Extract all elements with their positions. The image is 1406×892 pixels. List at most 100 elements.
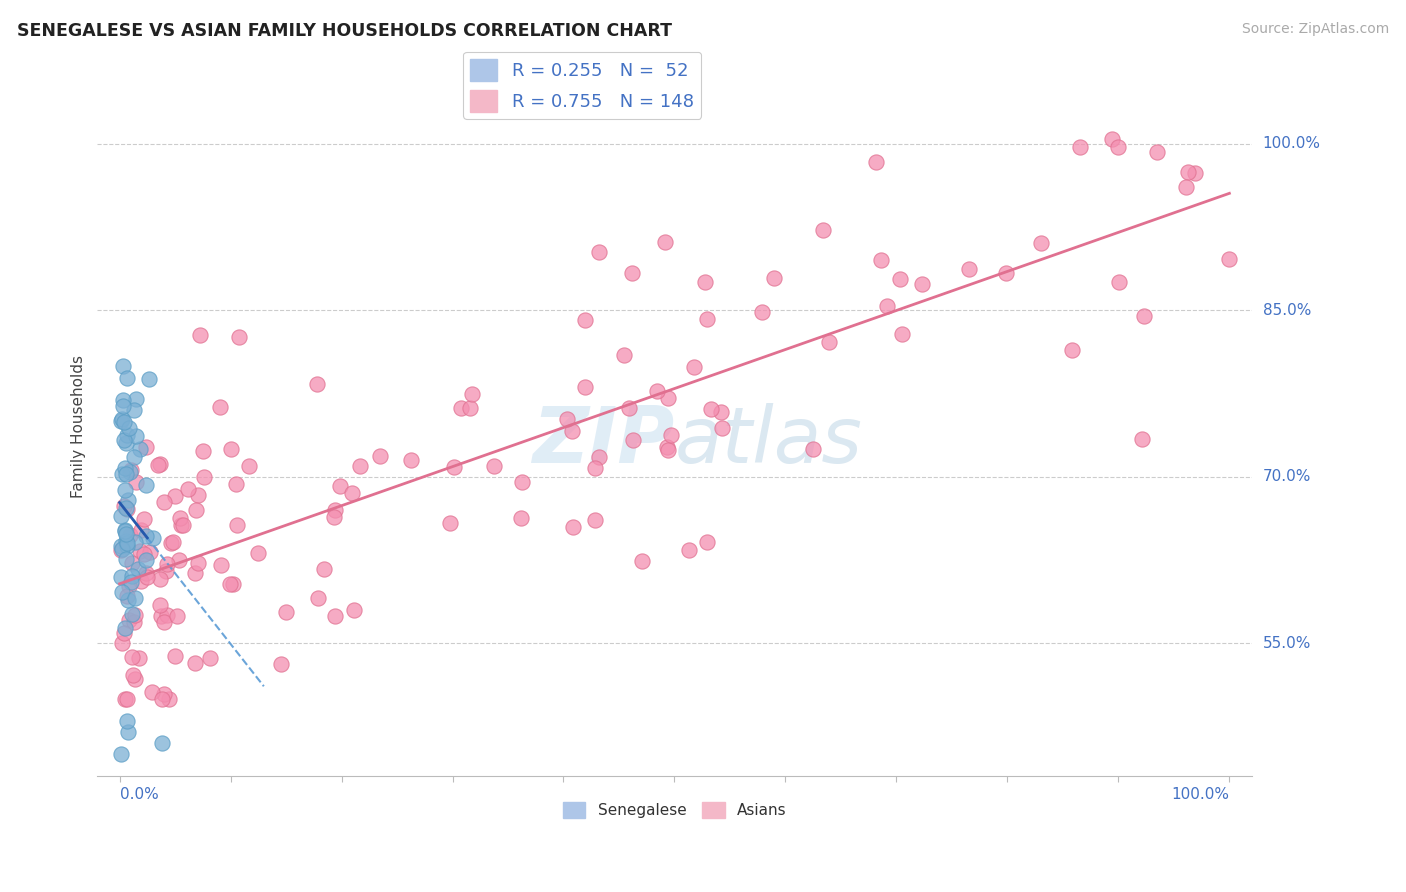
Point — [142, 531, 165, 545]
Text: 100.0%: 100.0% — [1171, 788, 1229, 802]
Point — [115, 533, 138, 548]
Point — [574, 313, 596, 327]
Point — [153, 495, 176, 509]
Point — [209, 558, 232, 572]
Point — [191, 444, 214, 458]
Point — [1031, 235, 1053, 250]
Point — [136, 569, 159, 583]
Point — [876, 299, 898, 313]
Point — [891, 327, 914, 342]
Point — [115, 467, 138, 481]
Point — [128, 442, 150, 456]
Y-axis label: Family Households: Family Households — [72, 355, 86, 499]
Point — [125, 392, 148, 406]
Point — [111, 636, 134, 650]
Point — [911, 277, 934, 291]
Point — [193, 470, 215, 484]
Point — [647, 384, 669, 398]
Point — [114, 527, 136, 541]
Point — [509, 511, 531, 525]
Point — [801, 442, 824, 457]
Point — [693, 275, 716, 289]
Point — [1184, 166, 1206, 180]
Point — [583, 461, 606, 475]
Point — [114, 461, 136, 475]
Point — [111, 412, 134, 426]
Point — [166, 609, 188, 624]
Point — [127, 562, 149, 576]
Point — [1133, 310, 1156, 324]
Point — [114, 524, 136, 538]
Text: 100.0%: 100.0% — [1263, 136, 1320, 152]
Point — [574, 380, 596, 394]
Point — [120, 463, 142, 477]
Point — [1107, 140, 1129, 154]
Point — [146, 458, 169, 472]
Point — [696, 535, 718, 549]
Point — [657, 442, 679, 457]
Point — [115, 536, 138, 550]
Point — [450, 401, 472, 416]
Point — [443, 460, 465, 475]
Point — [114, 500, 136, 515]
Point — [121, 668, 143, 682]
Point — [115, 590, 138, 604]
Point — [139, 545, 162, 559]
Point — [710, 405, 733, 419]
Point — [125, 429, 148, 443]
Point — [222, 576, 245, 591]
Point — [274, 605, 297, 619]
Point — [117, 502, 139, 516]
Point — [115, 436, 138, 450]
Point — [110, 569, 132, 583]
Point — [186, 503, 208, 517]
Point — [695, 312, 717, 326]
Point — [238, 458, 260, 473]
Point — [114, 691, 136, 706]
Point — [120, 574, 142, 589]
Point — [111, 585, 134, 599]
Point — [1177, 165, 1199, 179]
Point — [349, 458, 371, 473]
Point — [115, 370, 138, 384]
Point — [613, 348, 636, 362]
Point — [148, 573, 170, 587]
Point — [583, 513, 606, 527]
Point — [156, 557, 179, 571]
Point — [112, 434, 135, 448]
Point — [129, 574, 152, 588]
Point — [118, 613, 141, 627]
Point — [219, 442, 242, 456]
Point — [152, 615, 174, 629]
Point — [129, 543, 152, 558]
Point — [1130, 432, 1153, 446]
Point — [811, 222, 834, 236]
Point — [118, 579, 141, 593]
Point — [342, 486, 364, 500]
Point — [135, 440, 157, 454]
Point — [110, 543, 132, 558]
Point — [870, 253, 893, 268]
Point — [368, 449, 391, 463]
Text: Source: ZipAtlas.com: Source: ZipAtlas.com — [1241, 22, 1389, 37]
Point — [172, 518, 194, 533]
Point — [150, 736, 173, 750]
Point — [110, 509, 132, 524]
Point — [957, 261, 980, 276]
Point — [124, 607, 146, 622]
Legend: Senegalese, Asians: Senegalese, Asians — [557, 797, 793, 824]
Point — [762, 271, 785, 285]
Point — [122, 403, 145, 417]
Text: atlas: atlas — [675, 403, 862, 479]
Point — [149, 598, 172, 612]
Point — [118, 528, 141, 542]
Text: 55.0%: 55.0% — [1263, 636, 1310, 650]
Point — [135, 552, 157, 566]
Point — [588, 450, 610, 464]
Point — [399, 452, 422, 467]
Point — [461, 386, 484, 401]
Point — [114, 625, 136, 640]
Point — [125, 475, 148, 489]
Point — [121, 607, 143, 622]
Point — [654, 235, 676, 250]
